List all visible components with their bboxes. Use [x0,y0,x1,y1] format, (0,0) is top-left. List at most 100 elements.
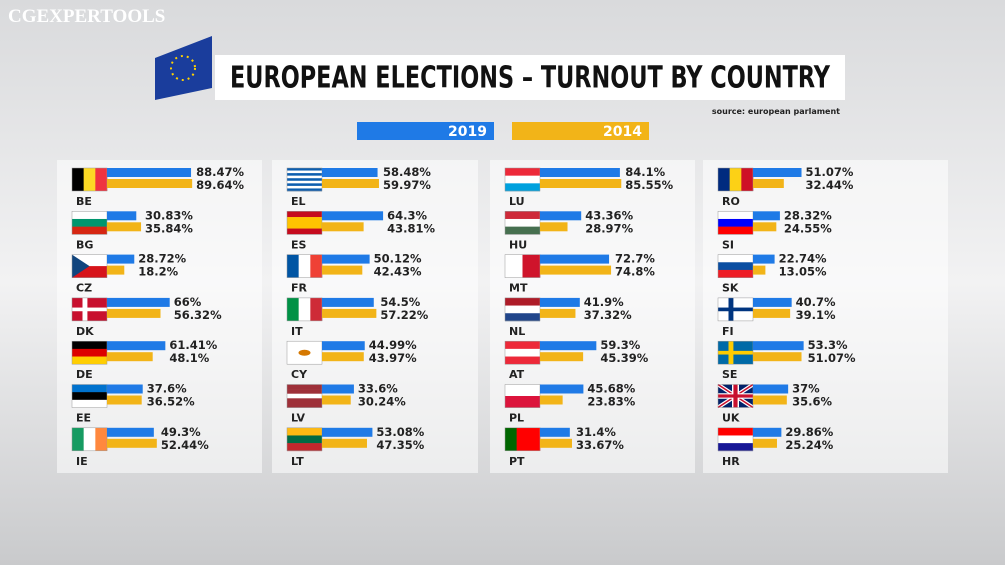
country-row: SK 22.74%13.05% [717,252,827,295]
bar [753,395,787,405]
value-label: 89.64% [196,178,244,192]
flag-part [287,427,322,436]
country-row: HU 43.36%28.97% [504,208,634,251]
category-label: IT [291,325,303,338]
flag-part [298,349,311,356]
bar [322,308,377,318]
flag-part [287,393,322,399]
value-label: 53.3% [808,338,848,352]
flag-part [72,211,107,220]
flag-part [287,217,322,224]
value-label: 49.3% [161,425,201,439]
value-label: 66% [174,295,202,309]
flag-part [72,218,107,227]
value-label: 25.24% [785,438,833,452]
flag-part [505,254,523,278]
country-row: PT 31.4%33.67% [504,425,624,468]
flag-part [72,392,107,401]
flag-part [528,427,541,451]
category-label: PL [509,412,524,425]
category-label: EL [291,195,306,208]
flag-part [72,307,107,312]
flag-part [505,183,540,192]
bar [322,179,379,188]
country-row: FR 50.12%42.43% [286,252,422,295]
flag-part [505,396,540,408]
flag-part [95,427,108,451]
country-row: EE 37.6%36.52% [71,382,195,425]
bar [322,168,378,177]
bar [753,265,766,275]
legend-label: 2014 [603,124,642,140]
value-label: 59.97% [383,178,431,192]
category-label: RO [722,195,740,208]
bar [322,254,370,264]
value-label: 32.44% [806,178,854,192]
flag-part [287,173,322,176]
bar [107,265,125,275]
bar [753,211,780,221]
bar [107,211,137,221]
bar [322,395,351,405]
flag-part [298,297,311,321]
category-label: SI [722,238,734,251]
flag-part [95,168,108,191]
country-row: HR 29.86%25.24% [717,425,834,468]
value-label: 28.72% [138,252,186,266]
value-label: 45.68% [587,382,635,396]
bar [322,265,363,275]
value-label: 37.6% [147,382,187,396]
flag-part [741,168,754,191]
title-banner [215,55,845,100]
country-row: NL 41.9%37.32% [504,295,632,338]
bar [540,297,580,307]
country-row: MT 72.7%74.8% [504,252,655,295]
legend-label: 2019 [448,124,487,140]
flag-part [287,443,322,452]
flag-part [287,168,322,171]
country-row: SI 28.32%24.55% [717,208,832,251]
category-label: LU [509,195,525,208]
eu-flag [155,36,212,100]
bar [753,352,802,362]
flag-part [287,211,322,218]
bar [540,427,570,437]
value-label: 53.08% [376,425,424,439]
bar [753,222,777,232]
value-label: 59.3% [600,338,640,352]
bar [322,352,364,362]
country-row: ES 64.3%43.81% [286,208,435,251]
bar [540,395,563,405]
flag-part [718,435,753,444]
flag-part [287,402,322,408]
bar [107,179,193,188]
flag-part [287,222,322,229]
flag-part [718,427,753,436]
legend-swatch [512,122,649,140]
bar [107,308,161,318]
country-row: LU 84.1%85.55% [504,165,674,208]
bar [753,308,791,318]
flag-part [505,313,540,322]
country-row: AT 59.3%45.39% [504,338,649,381]
bar [107,168,192,177]
bar [107,352,153,362]
chart-title: EUROPEAN ELECTIONS – TURNOUT BY COUNTRY [230,61,830,96]
country-row: LV 33.6%30.24% [286,382,406,425]
bar [107,427,154,437]
country-row: DE 61.41%48.1% [71,338,218,381]
bar [540,254,610,264]
value-label: 33.6% [358,382,398,396]
category-label: MT [509,282,528,295]
flag-part [516,427,529,451]
country-row: CY 44.99%43.97% [286,338,417,381]
value-label: 37.32% [584,308,632,322]
value-label: 57.22% [380,308,428,322]
country-row: IE 49.3%52.44% [71,425,209,468]
legend-swatch [357,122,494,140]
value-label: 13.05% [779,265,827,279]
value-label: 31.4% [576,425,616,439]
flag-part [287,435,322,444]
flag-part [718,394,753,398]
bar [322,341,365,351]
